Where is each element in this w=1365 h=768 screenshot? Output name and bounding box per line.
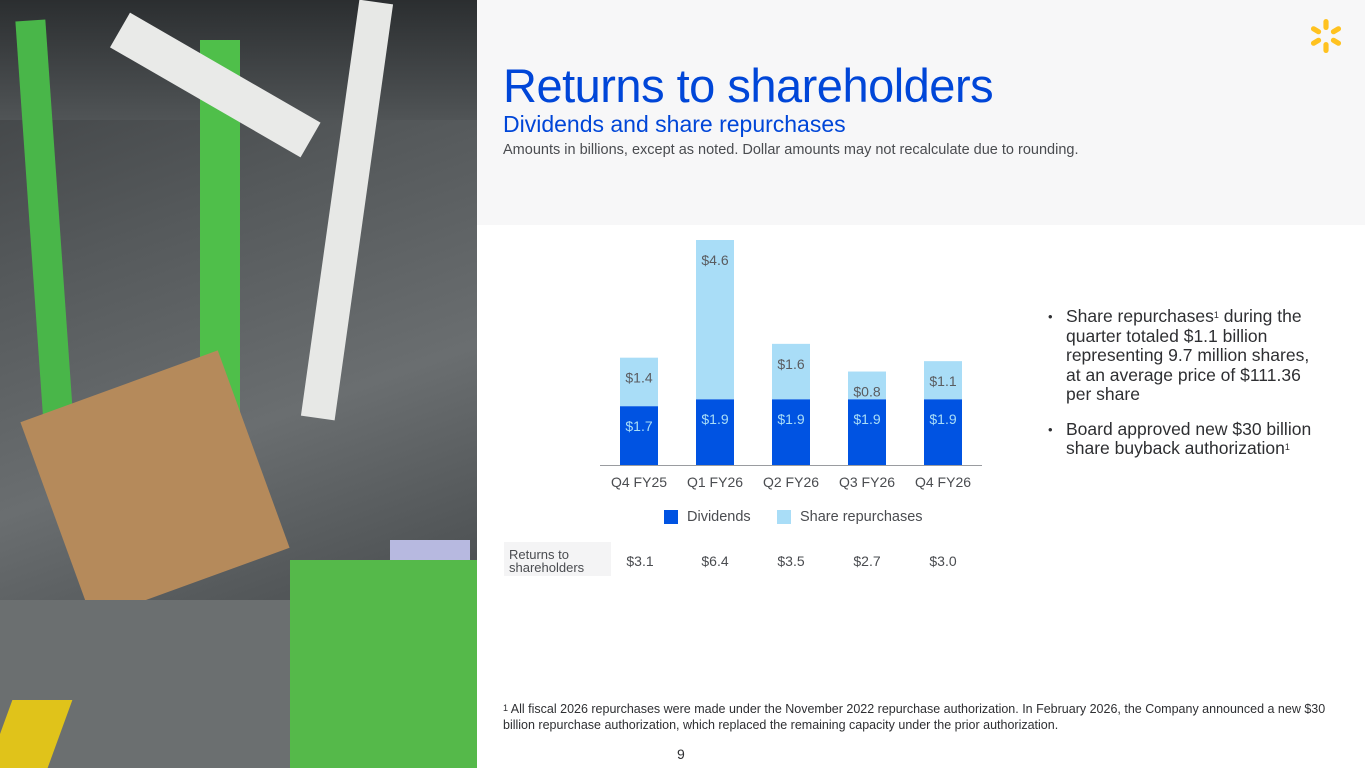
bullet-dot-icon: • — [1048, 309, 1053, 324]
returns-total-label: Returns to shareholders — [504, 542, 611, 576]
x-tick-label: Q3 FY26 — [839, 474, 895, 490]
returns-total-value: $3.1 — [626, 553, 654, 569]
footnote-ref: 1 — [1284, 442, 1290, 452]
data-label: $1.9 — [853, 411, 880, 427]
x-tick-label: Q1 FY26 — [687, 474, 743, 490]
legend-dividends: Dividends — [664, 509, 751, 525]
warehouse-robotics-photo — [0, 0, 477, 768]
bullet-text: Share repurchases — [1066, 306, 1214, 326]
x-tick-label: Q4 FY26 — [915, 474, 971, 490]
returns-total-value: $6.4 — [701, 553, 729, 569]
page-number: 9 — [677, 746, 685, 762]
data-label: $1.6 — [777, 356, 804, 372]
bar-dividends — [620, 406, 658, 465]
bar-repurchases — [848, 371, 886, 400]
x-tick-label: Q4 FY25 — [611, 474, 667, 490]
data-label: $1.9 — [777, 411, 804, 427]
returns-total-value: $2.7 — [853, 553, 881, 569]
bar-dividends — [696, 399, 734, 465]
amounts-note: Amounts in billions, except as noted. Do… — [503, 142, 1079, 158]
returns-total-value: $3.5 — [777, 553, 805, 569]
page-subtitle: Dividends and share repurchases — [503, 111, 846, 137]
legend-share-repurchases: Share repurchases — [777, 509, 923, 525]
footnote-ref: 1 — [1213, 310, 1219, 320]
legend-label: Dividends — [687, 509, 751, 525]
returns-total-value: $3.0 — [929, 553, 957, 569]
bullet-text: Board approved new $30 billion share buy… — [1066, 418, 1312, 458]
data-label: $1.7 — [625, 418, 652, 434]
footnote: 1 All fiscal 2026 repurchases were made … — [503, 702, 1343, 733]
data-label: $4.6 — [701, 252, 728, 268]
bar-dividends — [848, 399, 886, 465]
key-points-list: • Share repurchases1 during the quarter t… — [1048, 306, 1328, 474]
bar-dividends — [924, 399, 962, 465]
bullet-text: during the quarter totaled $1.1 billion … — [1066, 306, 1310, 404]
returns-stacked-bar-chart: $1.7 $1.4 Q4 FY25 $1.9 $4.6 Q1 FY26 $1.9 $1.6 Q2… — [600, 240, 982, 490]
data-label: $1.9 — [929, 411, 956, 427]
walmart-spark-icon — [1310, 19, 1342, 53]
bar-repurchases — [620, 357, 658, 407]
data-label: $1.4 — [625, 370, 652, 386]
bar-repurchases — [696, 240, 734, 400]
legend-swatch-repurchases — [777, 510, 791, 524]
legend-label: Share repurchases — [800, 509, 923, 525]
bullet-dot-icon: • — [1048, 421, 1053, 437]
page-title: Returns to shareholders — [503, 59, 994, 112]
bar-repurchases — [772, 343, 810, 400]
bullet-item: • Share repurchases1 during the quarter t… — [1048, 306, 1328, 405]
legend-swatch-dividends — [664, 510, 678, 524]
header-band — [477, 0, 1365, 225]
x-tick-label: Q2 FY26 — [763, 474, 819, 490]
bar-repurchases — [924, 361, 962, 400]
data-label: $1.9 — [701, 411, 728, 427]
data-label: $0.8 — [853, 384, 880, 400]
bullet-item: • Board approved new $30 billion share bu… — [1048, 418, 1328, 459]
data-label: $1.1 — [929, 373, 956, 389]
footnote-text: All fiscal 2026 repurchases were made un… — [503, 702, 1326, 732]
footnote-marker: 1 — [503, 703, 509, 713]
bar-dividends — [772, 399, 810, 465]
